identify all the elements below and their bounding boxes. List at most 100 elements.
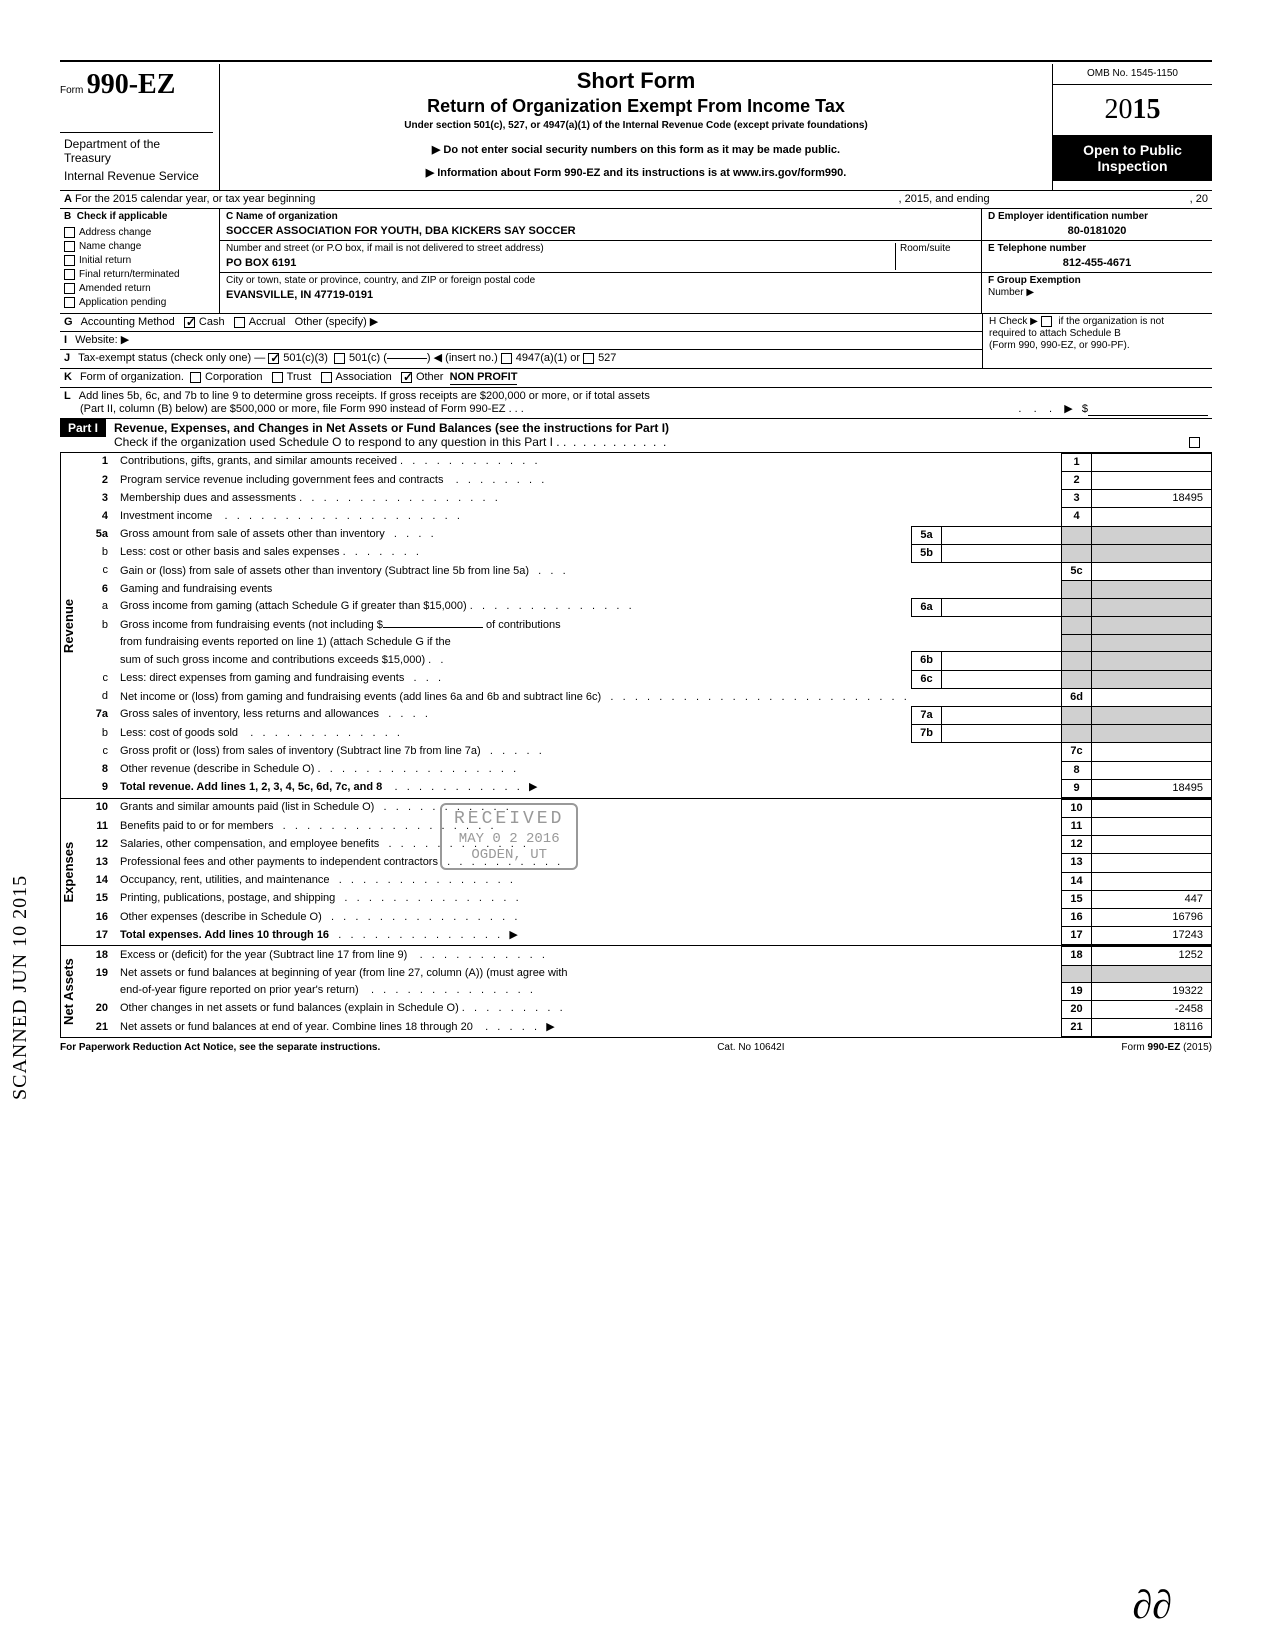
g-other: Other (specify) ▶ [295, 316, 379, 329]
line-6d: Net income or (loss) from gaming and fun… [120, 691, 601, 703]
checkbox-corp[interactable] [190, 372, 201, 383]
line-18: Excess or (deficit) for the year (Subtra… [120, 949, 407, 961]
k-corp: Corporation [205, 371, 262, 384]
j-insert: ) ◀ (insert no.) [427, 352, 498, 365]
instruction-1: ▶ Do not enter social security numbers o… [228, 144, 1044, 157]
line-6c: Less: direct expenses from gaming and fu… [120, 672, 404, 684]
d-ein-value: 80-0181020 [988, 225, 1206, 238]
k-trust: Trust [287, 371, 312, 384]
checkbox-other-org[interactable] [401, 372, 412, 383]
checkbox-501c3[interactable] [268, 353, 279, 364]
open-public-1: Open to Public [1057, 142, 1208, 159]
val-17: 17243 [1092, 927, 1212, 945]
checkbox-cash[interactable] [184, 317, 195, 328]
row-a-text3: , 20 [1190, 193, 1208, 206]
b-item-3: Final return/terminated [79, 269, 180, 281]
omb-number: OMB No. 1545-1150 [1053, 64, 1212, 85]
line-5b: Less: cost or other basis and sales expe… [120, 546, 346, 558]
h-text2: if the organization is not [1058, 316, 1164, 327]
open-public: Open to Public Inspection [1053, 136, 1212, 182]
j-text: Tax-exempt status (check only one) — [78, 352, 265, 365]
signature-scribble: ∂∂ [1132, 1581, 1172, 1629]
checkbox-501c[interactable] [334, 353, 345, 364]
c-name-label: C Name of organization [226, 211, 975, 223]
c-city-value: EVANSVILLE, IN 47719-0191 [226, 289, 975, 302]
form-number: 990-EZ [87, 69, 176, 100]
b-item-2: Initial return [79, 255, 131, 267]
val-21: 18116 [1092, 1019, 1212, 1037]
footer-left: For Paperwork Reduction Act Notice, see … [60, 1042, 380, 1054]
b-item-1: Name change [79, 241, 141, 253]
l-text2: (Part II, column (B) below) are $500,000… [80, 403, 524, 416]
line-6b3: from fundraising events reported on line… [120, 636, 451, 648]
line-14: Occupancy, rent, utilities, and maintena… [120, 874, 330, 886]
checkbox-final-return[interactable] [64, 269, 75, 280]
form-year: 2015 [1053, 85, 1212, 136]
checkbox-application-pending[interactable] [64, 297, 75, 308]
footer-right: Form 990-EZ (2015) [1121, 1042, 1212, 1054]
row-a-label: A [64, 193, 72, 206]
checkbox-accrual[interactable] [234, 317, 245, 328]
rows-ghijk: G Accounting Method Cash Accrual Other (… [60, 314, 1212, 369]
part1-label: Part I [60, 419, 106, 437]
val-15: 447 [1092, 890, 1212, 908]
val-3: 18495 [1092, 490, 1212, 508]
j-opt1: 501(c)(3) [283, 352, 328, 365]
top-border [60, 60, 1212, 62]
c-street-label: Number and street (or P.O box, if mail i… [226, 243, 895, 255]
dept-line2: Internal Revenue Service [60, 167, 213, 185]
checkbox-527[interactable] [583, 353, 594, 364]
val-18: 1252 [1092, 947, 1212, 965]
checkbox-amended-return[interactable] [64, 283, 75, 294]
j-opt3: 4947(a)(1) or [516, 352, 580, 365]
line-10: Grants and similar amounts paid (list in… [120, 801, 374, 813]
l-text1: Add lines 5b, 6c, and 7b to line 9 to de… [79, 390, 650, 403]
netassets-label: Net Assets [60, 946, 86, 1037]
l-arrow: ▶ [1064, 403, 1072, 416]
line-5c: Gain or (loss) from sale of assets other… [120, 565, 529, 577]
line-2: Program service revenue including govern… [120, 474, 443, 486]
footer: For Paperwork Reduction Act Notice, see … [60, 1038, 1212, 1058]
val-9: 18495 [1092, 779, 1212, 797]
line-7c: Gross profit or (loss) from sales of inv… [120, 745, 481, 757]
line-6b2: of contributions [486, 619, 561, 631]
line-6a: Gross income from gaming (attach Schedul… [120, 600, 473, 612]
checkbox-trust[interactable] [272, 372, 283, 383]
scanned-stamp: SCANNED JUN 10 2015 [8, 875, 32, 1100]
c-city-label: City or town, state or province, country… [226, 275, 975, 287]
checkbox-assoc[interactable] [321, 372, 332, 383]
d-group-label2: Number ▶ [988, 287, 1206, 299]
b-item-4: Amended return [79, 283, 151, 295]
i-label: I [64, 334, 67, 347]
l-label: L [64, 390, 71, 403]
row-a: A For the 2015 calendar year, or tax yea… [60, 191, 1212, 209]
c-name-value: SOCCER ASSOCIATION FOR YOUTH, DBA KICKER… [226, 225, 975, 238]
h-text3: required to attach Schedule B [989, 328, 1121, 339]
row-a-text2: , 2015, and ending [899, 193, 990, 206]
k-text: Form of organization. [80, 371, 184, 384]
line-11: Benefits paid to or for members [120, 820, 273, 832]
checkbox-4947[interactable] [501, 353, 512, 364]
d-ein-label: D Employer identification number [988, 211, 1206, 223]
subtitle: Under section 501(c), 527, or 4947(a)(1)… [228, 120, 1044, 132]
checkbox-part1-scho[interactable] [1189, 437, 1200, 448]
checkbox-address-change[interactable] [64, 227, 75, 238]
c-room-label: Room/suite [900, 243, 975, 255]
info-block: B Check if applicable Address change Nam… [60, 209, 1212, 314]
j-opt2: 501(c) ( [349, 352, 387, 365]
k-assoc: Association [336, 371, 392, 384]
d-tel-label: E Telephone number [988, 243, 1206, 255]
line-15: Printing, publications, postage, and shi… [120, 892, 335, 904]
expenses-label: Expenses [60, 799, 86, 946]
checkbox-h[interactable] [1041, 316, 1052, 327]
footer-center: Cat. No 10642I [717, 1042, 784, 1054]
b-item-5: Application pending [79, 297, 166, 309]
checkbox-initial-return[interactable] [64, 255, 75, 266]
line-6: Gaming and fundraising events [120, 583, 272, 595]
netassets-section: Net Assets 18Excess or (deficit) for the… [60, 946, 1212, 1038]
line-5a: Gross amount from sale of assets other t… [120, 528, 385, 540]
line-4: Investment income [120, 510, 212, 522]
h-text4: (Form 990, 990-EZ, or 990-PF). [989, 340, 1130, 351]
checkbox-name-change[interactable] [64, 241, 75, 252]
part1-header: Part I Revenue, Expenses, and Changes in… [60, 419, 1212, 453]
